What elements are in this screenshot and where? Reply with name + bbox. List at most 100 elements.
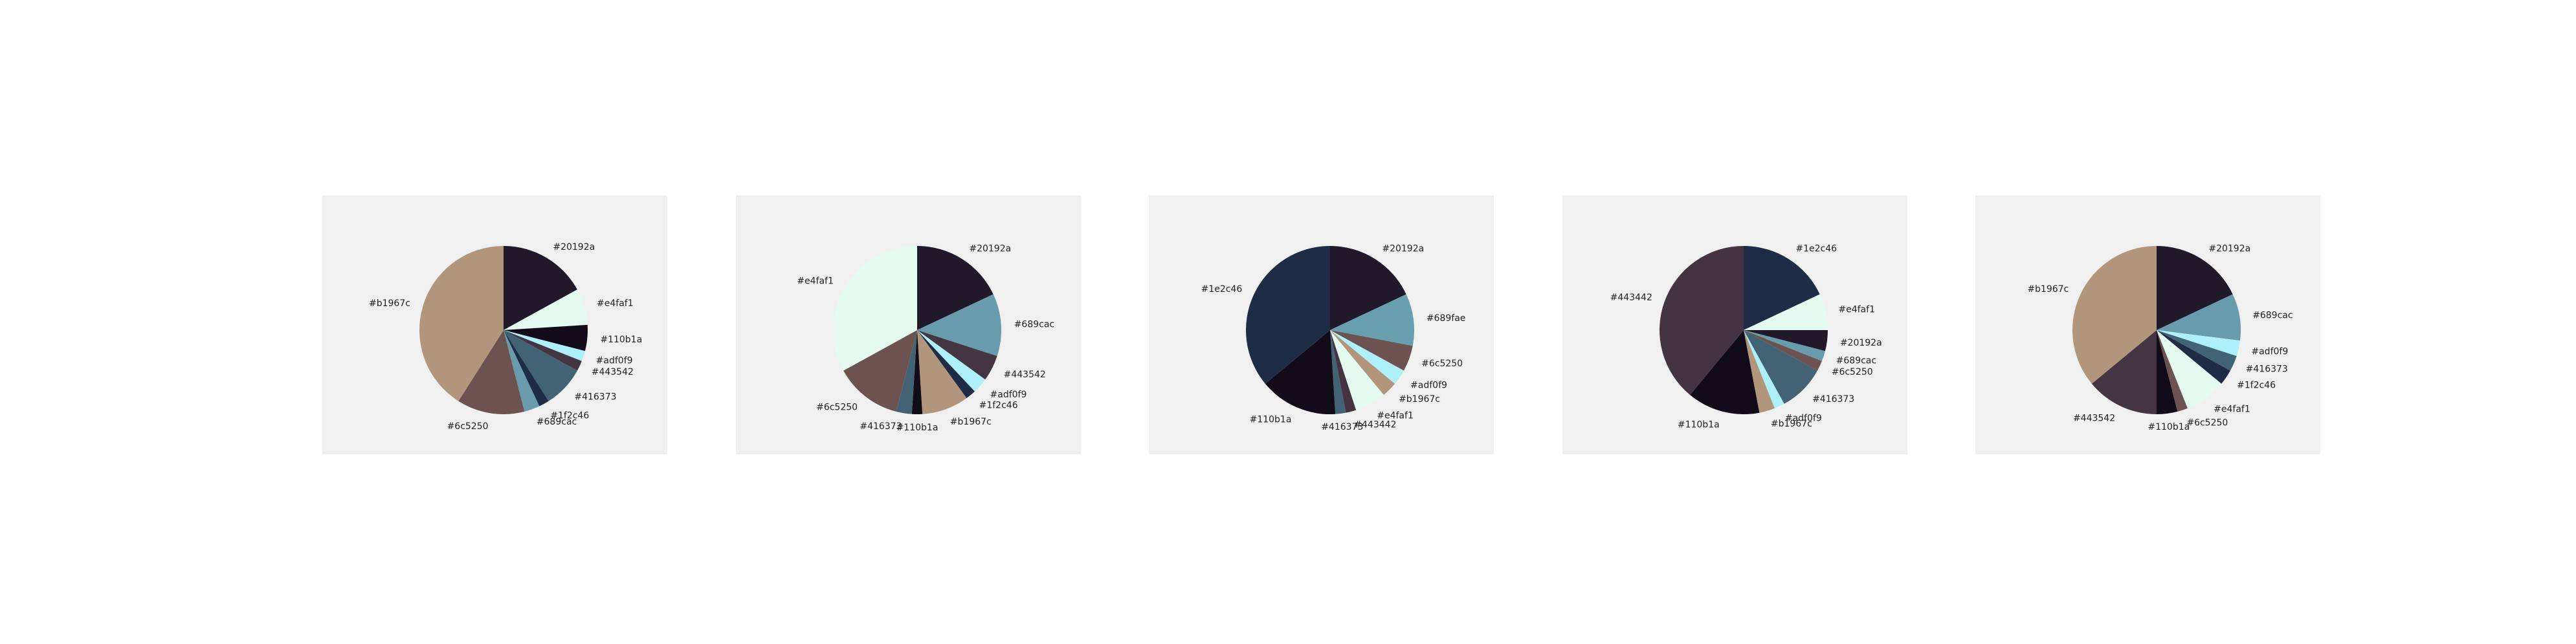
pie-chart-4-svg: #1e2c46 #e4faf1 #20192a #689cac#6c5250 #4163… [1610, 243, 1882, 430]
pie-slice-1-10 [419, 246, 504, 401]
pie-slice-2-9 [843, 330, 917, 412]
pie-slice-2-6 [917, 330, 967, 414]
pie-slice-1-3 [504, 324, 588, 351]
pie-label-2-5: #1f2c46 [979, 401, 1018, 411]
pie-label-3-7: #443442 [1354, 419, 1396, 430]
pie-label-1-10: #b1967c [369, 298, 410, 309]
pie-chart-3: #20192a #689fae #6c5250 #adf0f9 #b1967c #e4fa… [1149, 195, 1494, 454]
pie-label-1-9: #6c5250 [447, 421, 489, 432]
pie-label-3-1: #20192a [1382, 243, 1424, 254]
pie-slice-5-1 [2157, 246, 2233, 330]
pie-chart-5-svg: #20192a #689cac #adf0f9 #416373 #1f2c46 #e4fa… [2027, 243, 2293, 432]
pie-slice-2-1 [917, 246, 994, 330]
pie-slice-2-4 [917, 330, 986, 392]
pie-slice-5-7 [2157, 330, 2188, 412]
pie-label-4-4: #689cac [1836, 355, 1876, 366]
pie-slice-5-6 [2157, 330, 2222, 408]
pie-label-3-4: #adf0f9 [1410, 380, 1447, 390]
pie-slice-4-2 [1744, 294, 1828, 330]
pie-slice-3-8 [1330, 330, 1346, 414]
pie-chart-2-svg: #20192a #689cac #443542 #adf0f9#1f2c46 #b196… [797, 243, 1054, 433]
pie-label-5-2: #689cac [2252, 311, 2293, 321]
pie-label-4-6: #416373 [1812, 394, 1854, 405]
pie-label-5-3: #adf0f9 [2251, 347, 2288, 357]
pie-label-5-5: #1f2c46 [2237, 380, 2276, 390]
pie-chart-2: #20192a #689cac #443542 #adf0f9 #1f2c46 #b196… [736, 195, 1081, 454]
pie-slice-5-10 [2072, 246, 2157, 384]
pie-label-5-6: #e4faf1 [2214, 404, 2250, 414]
pie-label-3-8: #416373 [1321, 422, 1363, 432]
pie-slice-2-5 [917, 330, 975, 399]
pie-label-2-10: #e4faf1 [797, 276, 834, 287]
pie-label-3-2: #689fae [1427, 313, 1466, 324]
pie-slice-5-5 [2157, 330, 2230, 384]
pie-slice-4-9 [1690, 330, 1760, 414]
pie-label-3-9: #110b1a [1250, 415, 1292, 425]
pie-label-1-5: #443542 [592, 367, 634, 377]
pie-slice-2-7 [911, 330, 923, 414]
pie-label-1-7: #1f2c46 [550, 410, 589, 421]
pie-slice-3-1 [1330, 246, 1406, 330]
pie-label-2-9: #6c5250 [816, 403, 858, 413]
pie-slice-4-1 [1744, 246, 1820, 330]
pie-slice-4-6 [1744, 330, 1817, 404]
pie-label-1-4: #adf0f9 [596, 355, 633, 366]
pie-slice-3-2 [1330, 294, 1414, 346]
pie-slice-3-3 [1330, 330, 1413, 371]
pie-slice-3-9 [1265, 330, 1336, 414]
pie-slice-1-2 [504, 289, 588, 330]
pie-chart-4: #1e2c46 #e4faf1 #20192a #689cac #6c5250 #4163… [1562, 195, 1907, 454]
pie-label-4-5: #6c5250 [1832, 367, 1873, 377]
pie-slice-3-5 [1330, 330, 1395, 395]
pie-slice-5-3 [2157, 330, 2240, 357]
pie-slice-4-8 [1744, 330, 1775, 413]
pie-label-5-8: #110b1a [2148, 422, 2190, 432]
pie-label-2-3: #443542 [1004, 370, 1046, 380]
pie-slice-4-4 [1744, 330, 1825, 361]
pie-label-5-1: #20192a [2208, 243, 2250, 254]
pie-label-5-4: #416373 [2246, 364, 2288, 375]
pie-slice-3-10 [1246, 246, 1330, 384]
pie-label-3-3: #6c5250 [1421, 359, 1463, 369]
pie-slice-2-8 [896, 330, 917, 414]
pie-label-4-3: #20192a [1840, 338, 1882, 348]
pie-label-5-10: #b1967c [2027, 284, 2069, 294]
pie-chart-3-svg: #20192a #689fae #6c5250 #adf0f9 #b1967c #e4fa… [1201, 243, 1466, 432]
pie-label-5-7: #6c5250 [2186, 418, 2228, 428]
pie-slice-1-4 [504, 330, 585, 361]
pie-slice-4-5 [1744, 330, 1822, 371]
pie-label-2-8: #416373 [860, 421, 902, 432]
pie-label-4-7: #adf0f9 [1785, 414, 1822, 424]
pie-label-4-1: #1e2c46 [1795, 243, 1837, 254]
pie-label-2-1: #20192a [969, 243, 1011, 254]
pie-label-1-8: #689cac [537, 417, 577, 427]
pie-label-1-2: #e4faf1 [597, 298, 634, 309]
pie-slice-2-10 [833, 246, 917, 371]
pie-label-2-7: #110b1a [896, 423, 938, 433]
pie-slice-2-3 [917, 330, 997, 380]
pie-label-3-6: #e4faf1 [1377, 410, 1414, 421]
pie-label-1-6: #416373 [574, 392, 616, 403]
pie-slice-5-8 [2157, 330, 2178, 414]
pie-slice-3-6 [1330, 330, 1384, 410]
pie-label-4-2: #e4faf1 [1838, 304, 1875, 315]
pie-slice-1-1 [504, 246, 577, 330]
pie-label-3-10: #1e2c46 [1201, 284, 1243, 294]
pie-slice-5-2 [2157, 294, 2241, 341]
pie-slice-1-9 [458, 330, 525, 414]
pie-chart-1: #20192a #e4faf1 #110b1a #adf0f9 #443542 #4163… [322, 195, 667, 454]
pie-slice-3-4 [1330, 330, 1404, 384]
pie-slice-5-4 [2157, 330, 2237, 371]
pie-chart-1-svg: #20192a #e4faf1 #110b1a #adf0f9#443542 #4163… [369, 242, 642, 432]
pie-label-2-2: #689cac [1014, 320, 1054, 330]
pie-label-1-3: #110b1a [600, 335, 642, 345]
pie-label-3-5: #b1967c [1399, 394, 1440, 405]
pie-slice-1-6 [504, 330, 577, 401]
pie-chart-5: #20192a #689cac #adf0f9 #416373 #1f2c46 #e4fa… [1975, 195, 2320, 454]
pie-label-2-6: #b1967c [950, 417, 992, 427]
pie-label-4-10: #443442 [1610, 293, 1652, 303]
pie-slice-4-10 [1660, 246, 1744, 395]
pie-label-2-4: #adf0f9 [990, 390, 1027, 400]
pie-slice-4-7 [1744, 330, 1784, 408]
pie-slice-3-7 [1330, 330, 1357, 413]
